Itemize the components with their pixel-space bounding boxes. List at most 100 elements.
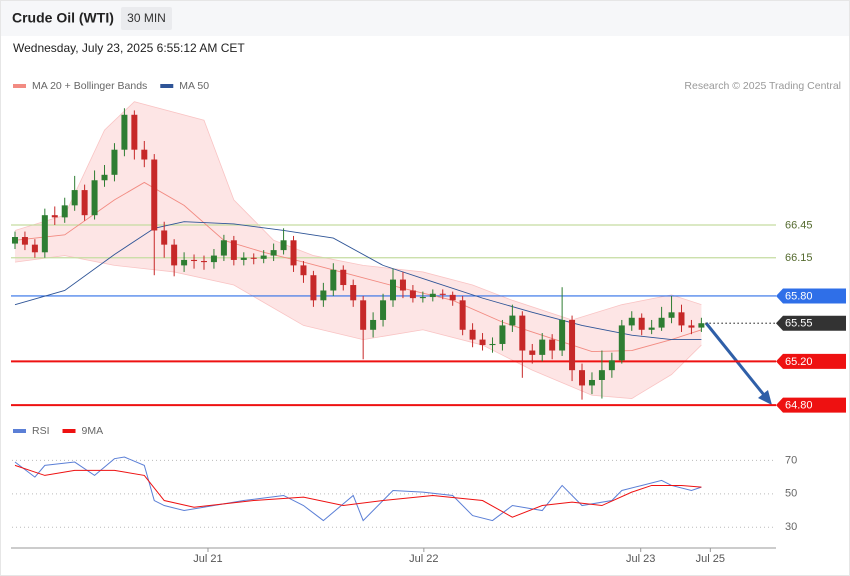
candle-body xyxy=(21,237,28,245)
legend-label: 9MA xyxy=(82,425,104,437)
candle-body xyxy=(648,327,655,330)
candle-body xyxy=(519,315,526,351)
level-tag xyxy=(776,288,846,304)
bollinger-lower xyxy=(14,255,702,399)
x-tick-label: Jul 23 xyxy=(626,553,655,565)
candle-body xyxy=(380,300,387,320)
candle-body xyxy=(658,317,665,328)
candle-body xyxy=(559,319,566,351)
level-label: 66.15 xyxy=(785,252,813,264)
level-label: 64.80 xyxy=(785,399,813,411)
timestamp: Wednesday, July 23, 2025 6:55:12 AM CET xyxy=(13,41,245,55)
candle-body xyxy=(499,325,506,344)
candle-body xyxy=(479,339,486,346)
candle-body xyxy=(210,255,217,263)
candle-body xyxy=(320,290,327,301)
candle-body xyxy=(549,339,556,351)
legend-label: MA 20 + Bollinger Bands xyxy=(32,80,147,92)
candle-body xyxy=(270,250,277,256)
candle-body xyxy=(529,350,536,355)
candle-body xyxy=(330,269,337,291)
candle-body xyxy=(678,312,685,326)
candle-body xyxy=(41,215,48,253)
candle-body xyxy=(409,290,416,299)
candle-body xyxy=(668,312,675,318)
candle-body xyxy=(618,325,625,361)
legend-swatch xyxy=(62,429,76,433)
candle-body xyxy=(91,180,98,216)
candle-body xyxy=(688,325,695,328)
candle-body xyxy=(638,317,645,330)
candle-body xyxy=(539,339,546,355)
candle-body xyxy=(161,230,168,245)
candle-body xyxy=(111,149,118,175)
candle-body xyxy=(370,319,377,330)
candle-body xyxy=(141,149,148,160)
candle-body xyxy=(439,293,446,295)
level-label: 65.55 xyxy=(785,318,813,330)
candle-body xyxy=(698,323,705,328)
candle-body xyxy=(449,294,456,301)
interval-label[interactable]: 30 MIN xyxy=(127,11,166,25)
candle-body xyxy=(31,244,38,253)
rsi-line xyxy=(14,464,702,518)
candle-body xyxy=(71,190,78,206)
moving-average xyxy=(14,221,702,341)
instrument-title: Crude Oil (WTI) xyxy=(12,10,114,26)
candle-body xyxy=(419,297,426,299)
level-label: 65.80 xyxy=(785,290,813,302)
rsi-tick-label: 50 xyxy=(785,488,797,500)
candle-body xyxy=(598,370,605,380)
candle-body xyxy=(151,159,158,231)
candle-body xyxy=(459,300,466,330)
candle-body xyxy=(181,259,188,266)
legend-swatch xyxy=(160,84,174,88)
candle-body xyxy=(350,285,357,301)
candle-body xyxy=(628,317,635,326)
x-tick-label: Jul 25 xyxy=(696,553,725,565)
candle-body xyxy=(608,360,615,371)
candle-body xyxy=(310,275,317,301)
x-tick-label: Jul 22 xyxy=(409,553,438,565)
candle-body xyxy=(11,237,18,244)
level-tag xyxy=(776,353,846,369)
legend-label: MA 50 xyxy=(179,80,209,92)
candle-body xyxy=(191,259,198,262)
candle-body xyxy=(200,261,207,263)
candle-body xyxy=(579,370,586,386)
moving-average xyxy=(14,181,702,353)
candle-body xyxy=(290,240,297,266)
candle-body xyxy=(429,293,436,298)
candle-body xyxy=(240,257,247,260)
credit: Research © 2025 Trading Central xyxy=(684,80,841,92)
candle-body xyxy=(390,279,397,301)
candle-body xyxy=(250,257,257,259)
legend-label: RSI xyxy=(32,425,50,437)
x-tick-label: Jul 21 xyxy=(193,553,222,565)
candle-body xyxy=(280,240,287,251)
candle-body xyxy=(220,240,227,256)
bollinger-upper xyxy=(14,101,702,321)
candle-body xyxy=(300,265,307,276)
candle-body xyxy=(171,244,178,266)
legend-swatch xyxy=(13,429,26,433)
level-tag xyxy=(776,315,846,331)
candle-body xyxy=(230,240,237,260)
candle-body xyxy=(260,255,267,259)
candle-body xyxy=(81,190,88,216)
rsi-line xyxy=(14,456,702,522)
rsi-tick-label: 70 xyxy=(785,454,797,466)
forecast-arrowhead xyxy=(758,390,772,405)
level-tag xyxy=(776,397,846,413)
candle-body xyxy=(399,279,406,291)
legend-swatch xyxy=(13,84,26,88)
candle-body xyxy=(51,215,58,218)
candle-body xyxy=(121,114,128,150)
bollinger-fill xyxy=(14,101,702,399)
interval-button[interactable] xyxy=(121,7,172,30)
rsi-tick-label: 30 xyxy=(785,521,797,533)
candle-body xyxy=(588,379,595,386)
candle-body xyxy=(509,315,516,326)
candle-body xyxy=(489,343,496,346)
